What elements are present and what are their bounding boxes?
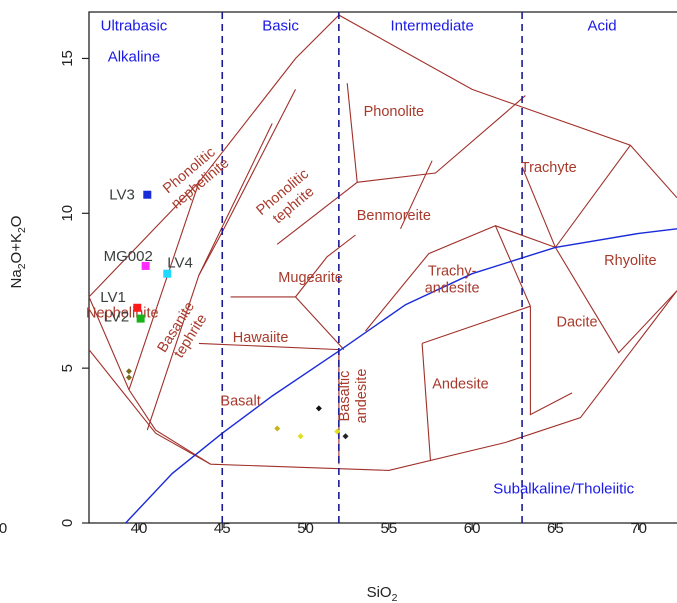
silica-boundaries [221,12,523,523]
field-label-group: Rhyolite [604,253,656,269]
x-tick-label: 70 [630,520,647,537]
sample-point [163,269,172,278]
alkaline-divide-line [125,228,677,524]
y-axis-label: Na2O+K2O [8,216,28,289]
field-boundary [421,305,531,344]
field-label: Basalticandesite [337,369,370,424]
field-boundary [88,290,677,471]
field-label: Rhyolite [604,253,656,269]
minor-point [334,428,341,435]
sample-label: LV2 [104,309,130,326]
field-label: Phonolitictephrite [253,166,322,232]
x-tick-label: 45 [214,520,231,537]
field-boundary [400,160,433,230]
y-tick-label: 10 [59,205,76,222]
y-tick-label: 15 [59,50,76,67]
region-labels: Ultrabasic Basic Intermediate Acid Alkaline S… [101,18,635,498]
field-label: Trachy-andesite [425,263,480,296]
sample-points: LV3 MG002 LV4 LV1 LV2 [100,187,349,440]
sample-point [141,261,150,270]
field-label-group: Mugearite [278,270,342,286]
field-label: Basalt [220,394,260,410]
field-boundary [521,166,556,248]
field-boundary [230,234,356,298]
field-label: Hawaiite [233,330,289,346]
field-label: Phonoliticnephelinite [157,142,232,212]
sample-label: MG002 [104,248,153,265]
field-boundary [128,182,200,390]
field-label-group: Basalticandesite [337,369,370,424]
sample-point [143,190,152,199]
field-label-group: Trachy-andesite [425,263,480,296]
x-tick-label: 60 [464,520,481,537]
minor-point [342,433,349,440]
x-tick-label: 65 [547,520,564,537]
sample-label: LV3 [109,187,135,204]
x-axis-label: SiO2 [367,584,398,603]
region-label: Ultrabasic [101,18,168,35]
field-boundary [88,296,211,465]
region-label: Acid [587,18,616,35]
region-label: Subalkaline/Tholeiitic [493,481,634,498]
minor-point [125,368,132,375]
x-tick-label: 50 [297,520,314,537]
field-label-group: Basalt [220,394,260,410]
field-label: Basanitetephrite [155,299,213,364]
field-label: Phonolite [364,104,424,120]
field-boundary [365,224,531,332]
sample-point [133,303,142,312]
region-label: Intermediate [390,18,473,35]
field-label-group: Andesite [432,377,488,393]
sample-label: LV1 [100,289,126,306]
tas-field-boundaries [88,14,677,471]
field-label-group: Hawaiite [233,330,289,346]
field-label: Andesite [432,377,488,393]
field-boundary [295,296,345,350]
x-tick-label-edge: 0 [0,520,7,537]
y-tick-label: 0 [59,519,76,527]
minor-point [297,433,304,440]
region-label: Alkaline [108,49,161,66]
region-label: Basic [262,18,299,35]
field-label: Dacite [557,315,598,331]
minor-point [125,374,132,381]
axis-ticks: 40 45 50 55 60 65 70 0 5 10 15 [59,50,647,537]
field-label: Trachyte [521,160,577,176]
plot-border [88,11,677,524]
plot-frame [88,11,677,524]
x-tick-label: 40 [131,520,148,537]
field-boundary [346,83,358,183]
field-label-group: Dacite [557,315,598,331]
field-label-group: Phonolitictephrite [253,166,322,232]
field-boundary [421,343,432,462]
minor-point [274,425,281,432]
field-label: Mugearite [278,270,342,286]
y-tick-label: 5 [59,364,76,372]
field-label-group: Trachyte [521,160,577,176]
x-tick-label: 55 [380,520,397,537]
field-label-group: Benmoreite [357,208,431,224]
field-label: Benmoreite [357,208,431,224]
minor-point [315,405,322,412]
sample-label: LV4 [167,255,193,272]
sample-point [136,314,145,323]
field-boundary [276,95,526,245]
alkaline-subalkaline-divide [125,228,677,524]
field-boundary [529,306,573,416]
field-label-group: Phonoliticnephelinite [157,142,232,212]
field-label-group: Phonolite [364,104,424,120]
field-label-group: Basanitetephrite [155,299,213,364]
field-boundary [554,247,677,354]
